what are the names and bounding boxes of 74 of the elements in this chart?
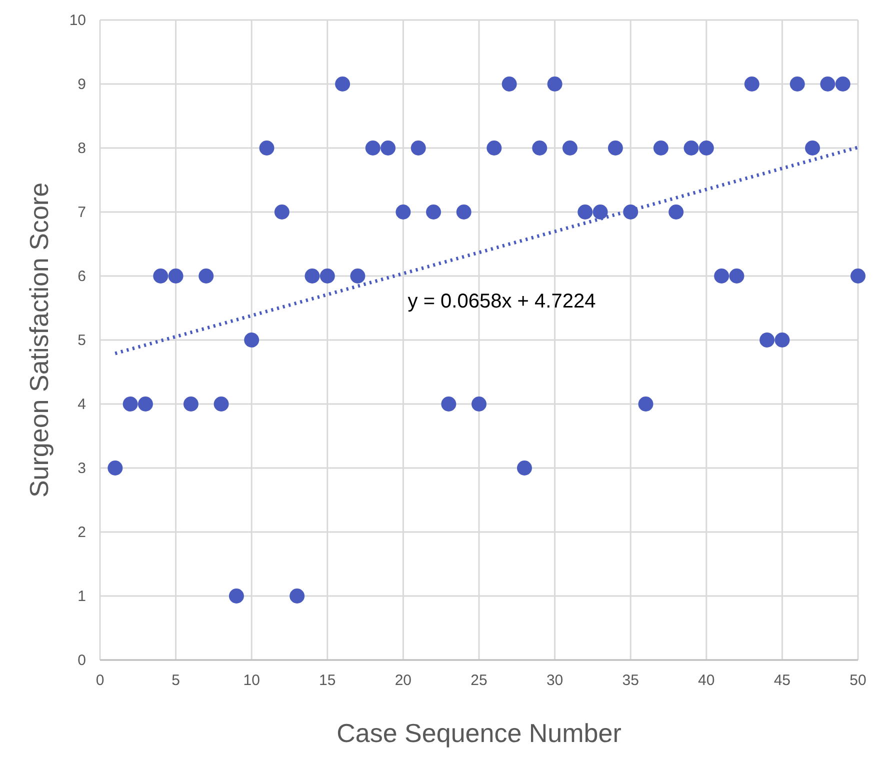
x-tick-label: 5 [172, 672, 180, 689]
point [426, 204, 442, 220]
point [532, 140, 548, 156]
y-tick-label: 8 [78, 140, 86, 157]
x-tick-label: 25 [470, 672, 488, 689]
point [228, 588, 244, 604]
y-tick-label: 3 [78, 460, 86, 477]
point [592, 204, 608, 220]
y-tick-label: 5 [78, 332, 86, 349]
point [820, 76, 836, 92]
point [108, 460, 123, 476]
point [335, 76, 350, 92]
point [698, 140, 714, 156]
point [441, 396, 456, 412]
x-tick-label: 30 [546, 672, 564, 689]
point [138, 396, 153, 412]
x-tick-label: 45 [774, 672, 791, 689]
y-tick-label: 6 [78, 268, 86, 285]
point [638, 396, 654, 412]
y-tick-label: 10 [69, 12, 86, 29]
x-tick-label: 35 [622, 672, 639, 689]
point [396, 204, 411, 220]
point [714, 268, 730, 284]
point [774, 332, 790, 348]
x-tick-label: 50 [850, 672, 866, 689]
point [684, 140, 699, 156]
point [562, 140, 578, 156]
point [835, 76, 850, 92]
point [850, 268, 866, 284]
point [183, 396, 198, 412]
x-tick-label: 0 [96, 672, 104, 689]
point [153, 268, 168, 284]
y-tick-label: 7 [78, 204, 86, 221]
point [410, 140, 426, 156]
point [516, 460, 532, 476]
point [365, 140, 380, 156]
point [214, 396, 229, 412]
point [653, 140, 668, 156]
x-tick-label: 10 [243, 672, 260, 689]
point [790, 76, 805, 92]
x-tick-label: 40 [698, 672, 715, 689]
point [320, 268, 335, 284]
point [729, 268, 744, 284]
point [744, 76, 760, 92]
point [578, 204, 593, 220]
x-axis-title: Case Sequence Number [336, 718, 622, 748]
y-axis-title: Surgeon Satisfaction Score [24, 182, 54, 498]
point [472, 396, 486, 412]
point [274, 204, 290, 220]
point [198, 268, 214, 284]
point [259, 140, 274, 156]
y-tick-label: 4 [78, 396, 86, 413]
point [486, 140, 502, 156]
point [608, 140, 623, 156]
y-tick-label: 1 [78, 588, 86, 605]
point [547, 76, 562, 92]
point [805, 140, 820, 156]
point [304, 268, 320, 284]
point [244, 332, 260, 348]
y-tick-label: 0 [78, 652, 86, 669]
point [168, 268, 184, 284]
point [456, 204, 472, 220]
y-tick-label: 2 [78, 524, 86, 541]
point [122, 396, 138, 412]
point [502, 76, 517, 92]
point [668, 204, 684, 220]
y-tick-label: 9 [78, 76, 86, 93]
x-tick-label: 15 [319, 672, 336, 689]
annotation: y = 0.0658x + 4.7224 [408, 290, 596, 313]
point [760, 332, 775, 348]
point [290, 588, 305, 604]
point [350, 268, 366, 284]
point [380, 140, 396, 156]
x-tick-label: 20 [394, 672, 412, 689]
